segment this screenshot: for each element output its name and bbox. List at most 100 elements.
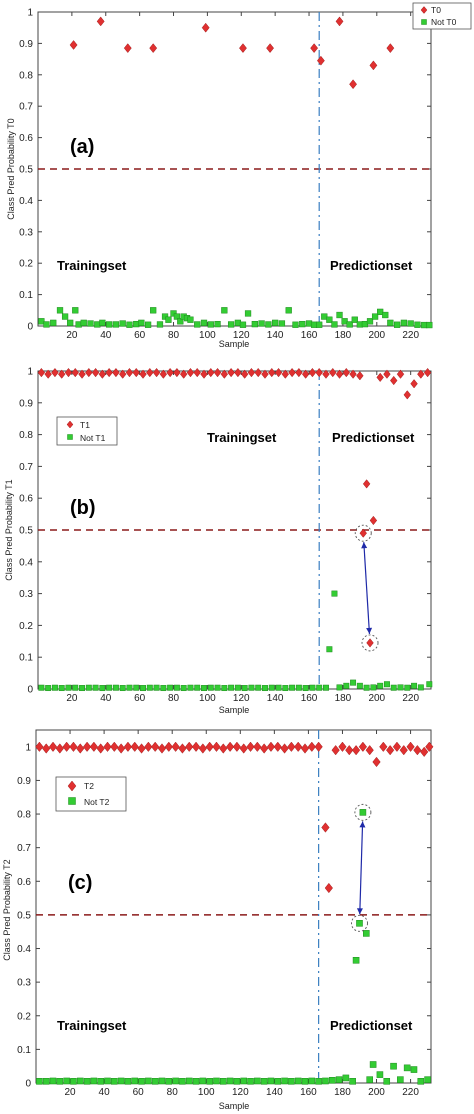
data-point-square: [383, 1078, 391, 1085]
x-tick-label: 200: [368, 1087, 385, 1098]
data-point-square: [255, 684, 262, 691]
data-point-square: [214, 320, 221, 328]
data-point-diamond: [321, 822, 330, 833]
prediction-set-label-b: Predictionset: [332, 430, 415, 445]
y-tick-label: 0.3: [17, 978, 31, 989]
plot-area-c: [35, 729, 432, 1084]
data-point-diamond: [366, 638, 374, 648]
data-point-square: [336, 684, 343, 691]
data-point-diamond: [164, 741, 173, 752]
data-point-square: [58, 685, 65, 692]
data-point-diamond: [349, 369, 357, 379]
data-point-square: [366, 318, 374, 325]
data-point-square: [417, 684, 424, 691]
legend-label-t1: T1: [80, 420, 90, 430]
data-point-square: [167, 684, 174, 691]
data-point-square: [172, 1077, 179, 1085]
data-point-diamond: [186, 367, 195, 378]
data-point-square: [267, 1077, 275, 1085]
data-point-square: [371, 313, 379, 320]
data-point-diamond: [179, 369, 188, 379]
data-point-diamond: [362, 479, 371, 489]
data-point-square: [274, 1078, 282, 1085]
x-tick-label: 160: [301, 330, 318, 341]
data-point-square: [63, 1077, 70, 1085]
y-tick-label: 0.3: [19, 227, 33, 238]
legend-label-not-t2: Not T2: [84, 797, 110, 807]
data-point-square: [126, 684, 133, 691]
data-point-square: [133, 684, 140, 691]
y-tick-label: 0.7: [19, 462, 33, 473]
training-set-label-a: Trainingset: [57, 258, 127, 273]
data-point-square: [308, 1077, 316, 1085]
data-point-square: [221, 307, 228, 314]
data-point-diamond: [386, 43, 395, 54]
data-point-diamond: [64, 367, 73, 378]
data-point-square: [260, 1078, 268, 1085]
data-point-square: [397, 684, 404, 691]
data-point-square: [85, 684, 92, 691]
y-tick-label: 0.6: [19, 133, 33, 144]
data-point-diamond: [42, 743, 51, 754]
data-point-square: [185, 1077, 193, 1085]
data-point-diamond: [314, 741, 323, 752]
data-point-square: [326, 316, 333, 323]
data-point-diamond: [369, 60, 378, 71]
data-point-diamond: [254, 367, 262, 378]
data-point-square: [331, 590, 338, 597]
data-point-square: [326, 646, 333, 653]
data-point-diamond: [329, 367, 337, 378]
data-point-square: [302, 685, 309, 692]
data-point-diamond: [227, 367, 235, 378]
data-point-square: [366, 1076, 373, 1083]
data-point-diamond: [260, 743, 269, 754]
data-point-square: [80, 319, 87, 326]
y-tick-label: 0.4: [19, 196, 33, 207]
data-point-diamond: [268, 367, 276, 378]
data-point-square: [404, 684, 411, 691]
panel-label-b: (b): [70, 497, 96, 519]
data-point-square: [179, 1078, 186, 1085]
data-point-square: [146, 684, 153, 691]
data-point-square: [92, 684, 99, 691]
data-point-square: [42, 1078, 50, 1085]
data-point-square: [356, 920, 363, 927]
data-point-square: [117, 1077, 125, 1085]
x-tick-label: 100: [199, 330, 216, 341]
y-tick-label: 0: [27, 322, 33, 333]
x-tick-label: 80: [168, 693, 180, 704]
data-point-diamond: [420, 746, 429, 758]
data-point-diamond: [396, 369, 405, 379]
data-point-diamond: [322, 369, 330, 379]
data-point-diamond: [69, 40, 78, 50]
data-point-square: [335, 1076, 343, 1083]
data-point-square: [369, 1061, 377, 1068]
arrow-head-end: [366, 627, 373, 634]
data-point-square: [316, 321, 323, 328]
data-point-square: [272, 319, 279, 326]
data-point-square: [61, 313, 69, 320]
data-point-diamond: [280, 743, 289, 754]
data-point-square: [316, 684, 323, 691]
x-tick-label: 80: [168, 330, 180, 341]
data-point-square: [410, 1066, 418, 1073]
data-point-square: [241, 685, 248, 692]
data-point-square: [219, 1078, 227, 1085]
data-point-square: [282, 685, 289, 692]
data-point-square: [342, 1074, 350, 1082]
y-axis-title-b: Class Pred Probability T1: [4, 479, 14, 580]
data-point-diamond: [37, 367, 46, 378]
y-tick-label: 0.2: [19, 621, 33, 632]
data-point-diamond: [342, 367, 351, 378]
legend-marker-t0: [420, 6, 428, 14]
data-point-square: [397, 1076, 404, 1083]
highlight-circle: [361, 634, 379, 652]
data-point-diamond: [157, 743, 167, 754]
data-point-square: [328, 1077, 336, 1084]
legend-box-b: [56, 416, 118, 446]
data-point-square: [90, 1077, 98, 1085]
legend-box-c: [55, 776, 127, 812]
data-point-square: [76, 1077, 84, 1085]
y-tick-label: 0.5: [19, 526, 33, 537]
data-point-diamond: [213, 367, 222, 378]
